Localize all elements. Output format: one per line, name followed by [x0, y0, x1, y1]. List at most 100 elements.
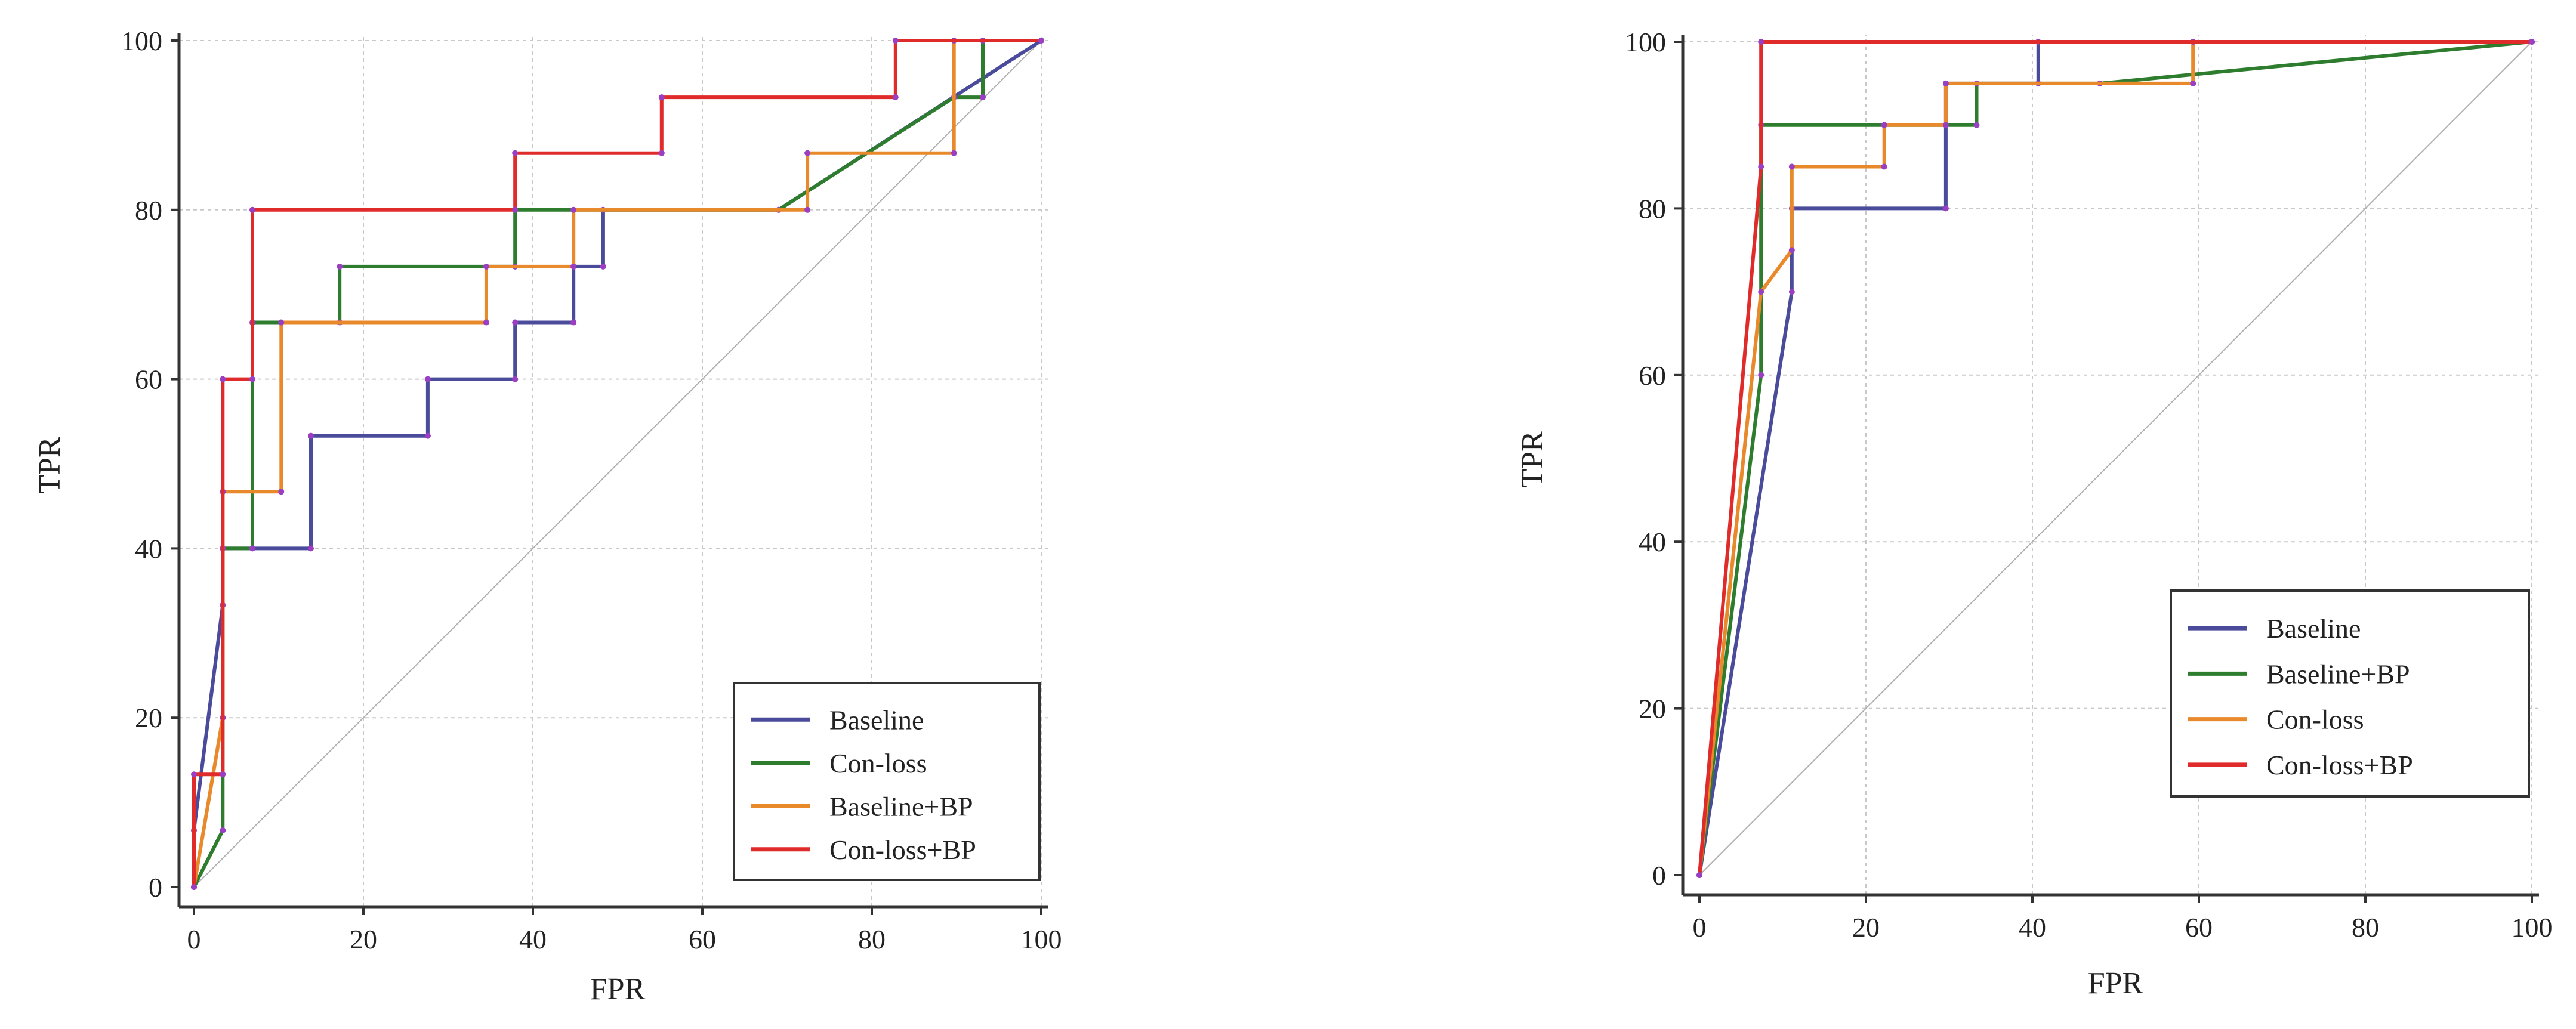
data-point	[1788, 289, 1795, 295]
data-point	[278, 489, 285, 495]
data-point	[191, 771, 197, 778]
data-point	[1942, 205, 1949, 212]
data-point	[892, 38, 899, 44]
data-point	[512, 206, 519, 213]
x-tick-label: 0	[1693, 912, 1707, 943]
diagonal-reference-line	[193, 40, 1042, 888]
data-point	[1973, 122, 1980, 128]
data-point	[1758, 163, 1764, 170]
data-point	[658, 150, 665, 156]
data-point	[2190, 80, 2196, 86]
data-point	[249, 206, 255, 213]
data-point	[249, 376, 255, 382]
data-point	[951, 150, 957, 156]
series-line	[192, 39, 1041, 888]
data-point	[570, 206, 577, 213]
x-tick-label: 100	[1021, 924, 1062, 954]
y-tick-label: 100	[121, 26, 162, 56]
data-point	[512, 376, 519, 382]
data-point	[804, 206, 811, 213]
series-con-loss-bp	[1696, 39, 2535, 878]
x-tick-label: 100	[2512, 912, 2553, 943]
y-tick-label: 80	[135, 195, 162, 225]
data-point	[483, 263, 489, 270]
data-point	[570, 319, 577, 326]
data-point	[512, 150, 519, 156]
legend-label: Baseline+BP	[829, 791, 973, 821]
data-point	[1942, 122, 1949, 128]
x-axis-label: FPR	[2088, 966, 2143, 1000]
data-point	[512, 319, 519, 326]
y-tick-label: 60	[135, 364, 162, 395]
y-tick-label: 80	[1639, 193, 1666, 224]
legend-box	[2170, 589, 2530, 798]
data-point	[220, 771, 226, 778]
x-tick-label: 0	[187, 924, 201, 954]
data-point	[1038, 38, 1044, 44]
data-point	[1696, 872, 1702, 878]
data-point	[1881, 163, 1887, 170]
data-point	[307, 432, 314, 439]
x-tick-label: 80	[2352, 912, 2379, 943]
y-tick-label: 60	[1639, 360, 1666, 391]
x-tick-label: 20	[1852, 912, 1880, 943]
x-tick-label: 60	[689, 924, 716, 954]
y-tick-label: 100	[1625, 27, 1666, 57]
legend-label: Baseline	[2266, 613, 2361, 644]
data-point	[307, 545, 314, 552]
y-tick-label: 20	[135, 703, 162, 733]
data-point	[1758, 289, 1764, 295]
data-point	[337, 263, 343, 270]
data-point	[1788, 163, 1795, 170]
x-tick-label: 80	[858, 924, 886, 954]
data-point	[1881, 122, 1887, 128]
legend-label: Con-loss+BP	[2266, 750, 2413, 780]
x-tick-label: 20	[350, 924, 377, 954]
series-line	[192, 39, 1041, 888]
y-tick-label: 20	[1639, 694, 1666, 724]
y-axis-label: TPR	[33, 437, 67, 494]
y-tick-label: 0	[149, 872, 162, 903]
series-con-loss-bp	[191, 38, 1044, 890]
data-point	[980, 94, 986, 101]
y-tick-label: 0	[1652, 860, 1666, 891]
data-point	[483, 319, 489, 326]
data-point	[658, 94, 665, 101]
data-point	[1942, 80, 1949, 86]
legend-box	[733, 682, 1041, 881]
legend-label: Con-loss+BP	[829, 835, 976, 865]
data-point	[424, 376, 431, 382]
data-point	[424, 432, 431, 439]
y-tick-label: 40	[135, 533, 162, 564]
chart-panel-1: 0 20 40 60 80 100 0 20 40 60 80 100 FPR TPR Baseline Co…	[33, 26, 1062, 1006]
data-point	[278, 319, 285, 326]
legend: Baseline Con-loss Baseline+BP Con-loss+BP	[733, 682, 1041, 881]
legend-label: Con-loss	[829, 748, 927, 778]
data-point	[220, 827, 226, 833]
y-axis-label: TPR	[1516, 431, 1550, 488]
data-point	[1788, 247, 1795, 254]
chart-panel-2: 0 20 40 60 80 100 0 20 40 60 80 100 FPR TPR Baseline Ba…	[1516, 27, 2553, 1000]
data-point	[892, 94, 899, 101]
data-point	[2529, 39, 2535, 45]
data-point	[249, 545, 255, 552]
legend-label: Con-loss	[2266, 704, 2364, 735]
x-tick-label: 40	[519, 924, 547, 954]
data-point	[600, 263, 606, 270]
series-line	[1698, 40, 2532, 876]
legend-label: Baseline	[829, 704, 924, 735]
y-tick-label: 40	[1639, 527, 1666, 557]
data-point	[220, 376, 226, 382]
data-point	[1758, 372, 1764, 378]
x-axis-label: FPR	[590, 972, 646, 1006]
data-point	[804, 150, 811, 156]
x-tick-label: 60	[2185, 912, 2213, 943]
data-point	[191, 884, 197, 890]
x-tick-label: 40	[2019, 912, 2046, 943]
diagonal-reference-line	[1699, 41, 2532, 876]
data-point	[1758, 39, 1764, 45]
data-point	[570, 263, 577, 270]
legend-label: Baseline+BP	[2266, 659, 2410, 689]
